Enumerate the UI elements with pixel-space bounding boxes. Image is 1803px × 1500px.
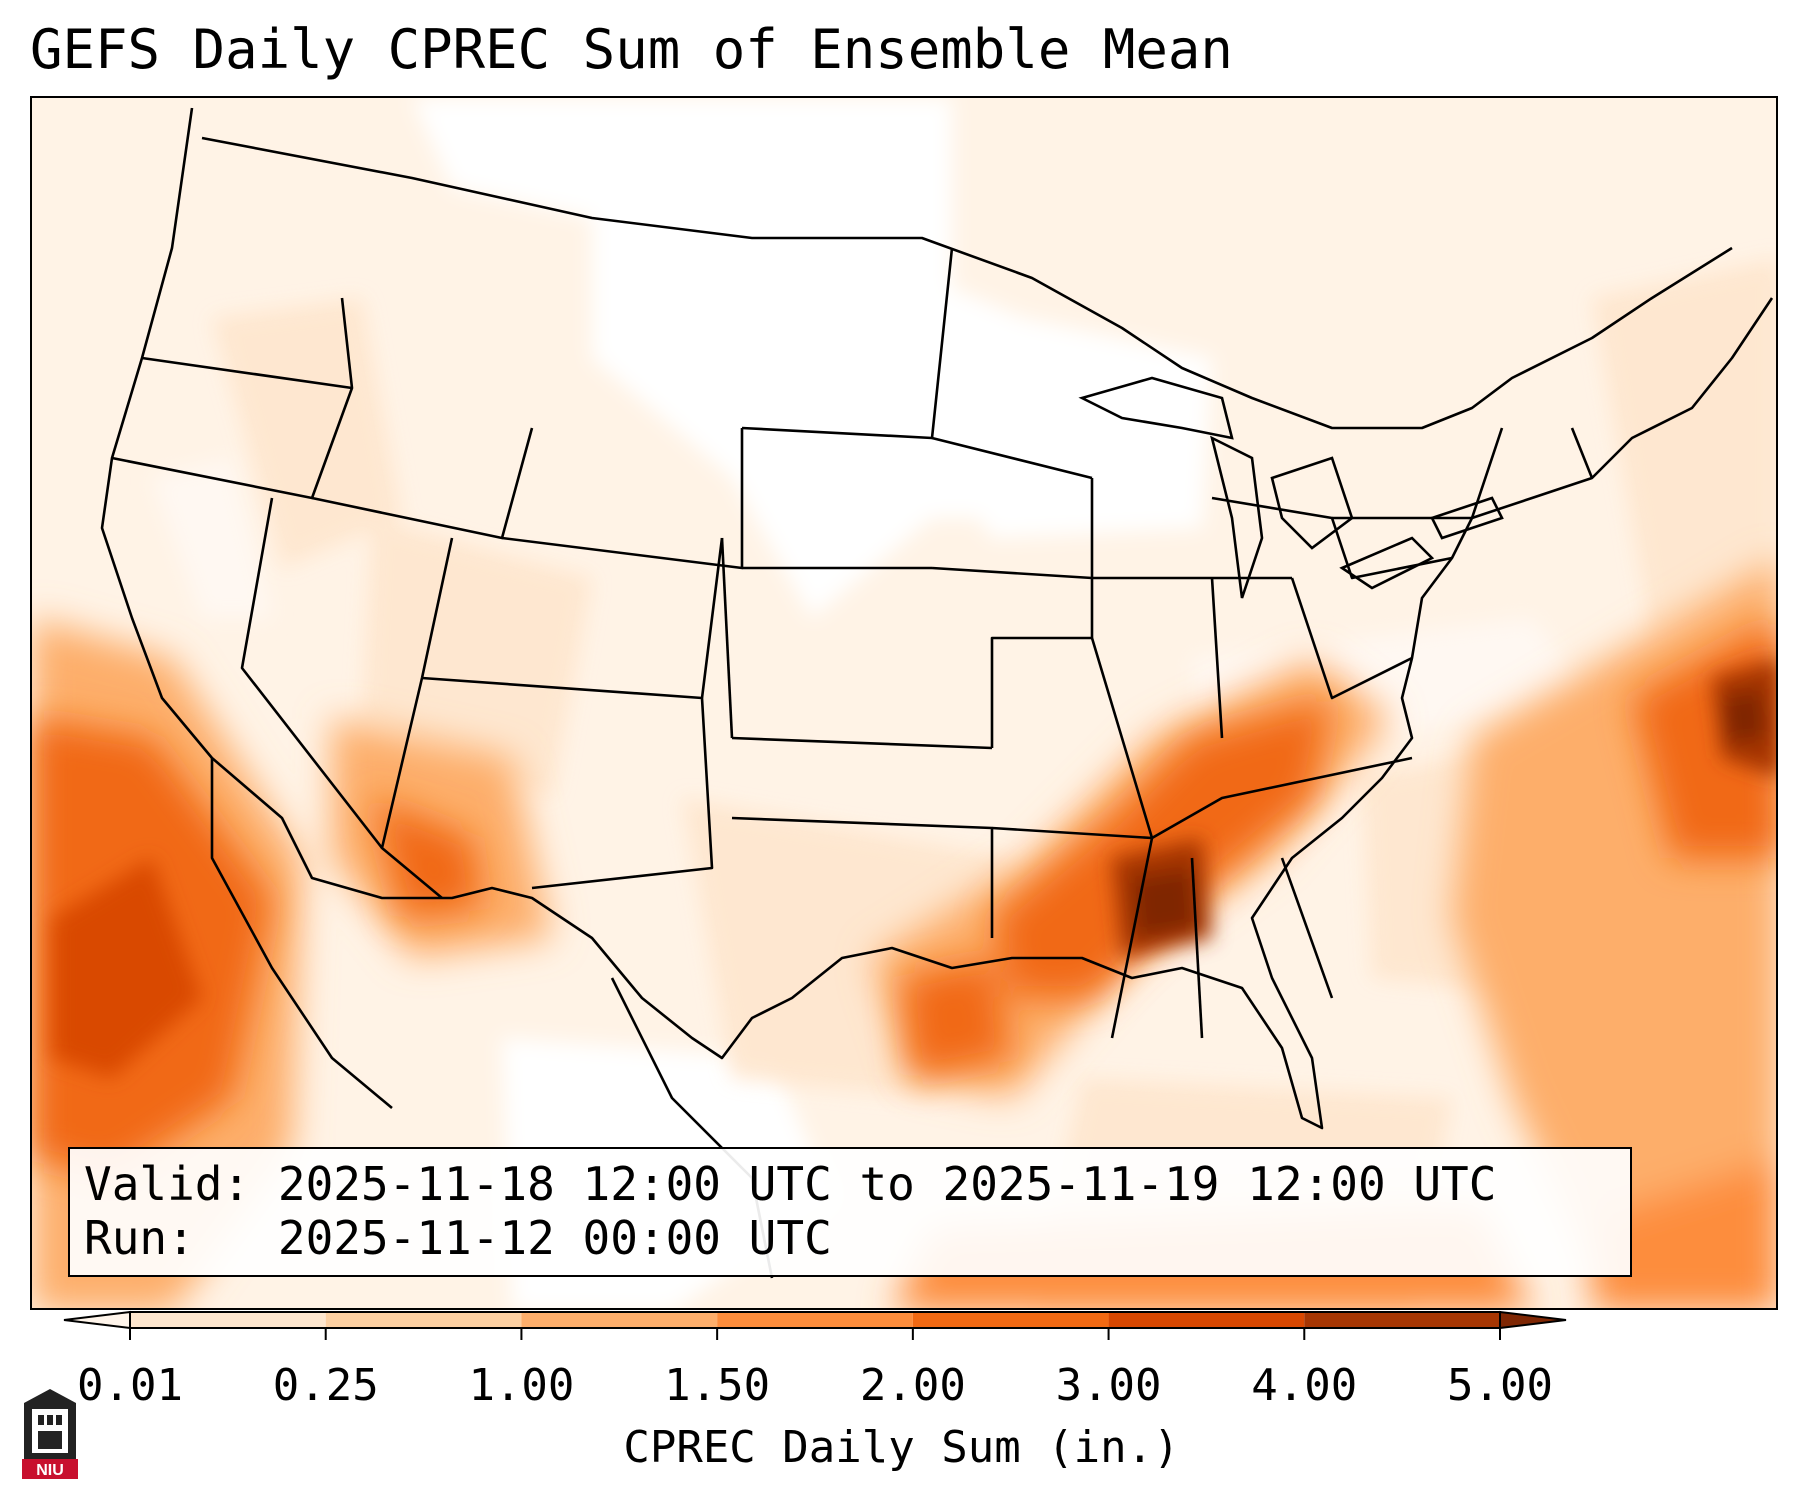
colorbar-label: CPREC Daily Sum (in.): [623, 1422, 1180, 1473]
colorbar-segment: [521, 1312, 718, 1328]
colorbar: [63, 1310, 1567, 1340]
colorbar-tick-label: 2.00: [859, 1360, 966, 1411]
university-tower-icon: NIU: [22, 1389, 78, 1479]
logo-accent: [22, 1459, 78, 1479]
colorbar-segment: [130, 1312, 326, 1328]
colorbar-segment: [717, 1312, 913, 1328]
colorbar-tick-label: 3.00: [1055, 1360, 1162, 1411]
validity-info-box: Valid: 2025-11-18 12:00 UTC to 2025-11-1…: [68, 1147, 1632, 1277]
colorbar-extend-high: [1499, 1310, 1567, 1330]
colorbar-tick-label: 5.00: [1447, 1360, 1553, 1411]
valid-line: Valid: 2025-11-18 12:00 UTC to 2025-11-1…: [84, 1157, 1616, 1211]
colorbar-segment: [1304, 1312, 1500, 1328]
colorbar-tick-label: 0.01: [77, 1360, 183, 1411]
run-value: 2025-11-12 00:00 UTC: [277, 1211, 832, 1265]
colorbar-tick-label: 1.50: [664, 1360, 771, 1411]
colorbar-outline: [129, 1311, 1501, 1329]
colorbar-extend-low: [63, 1310, 131, 1330]
run-label: Run:: [84, 1211, 195, 1265]
valid-label: Valid:: [84, 1157, 251, 1211]
page-title: GEFS Daily CPREC Sum of Ensemble Mean: [30, 18, 1233, 81]
colorbar-segment: [325, 1312, 522, 1328]
logo-text: NIU: [36, 1462, 64, 1479]
valid-value: 2025-11-18 12:00 UTC to 2025-11-19 12:00…: [277, 1157, 1497, 1211]
colorbar-tick-label: 0.25: [272, 1360, 379, 1411]
precip-map: [32, 98, 1776, 1308]
colorbar-segment: [1108, 1312, 1305, 1328]
great-lakes: [1078, 376, 1504, 599]
colorbar-segment: [912, 1312, 1109, 1328]
extreme-precip: [52, 659, 1776, 1078]
run-line: Run: 2025-11-12 00:00 UTC: [84, 1211, 1616, 1265]
state-borders: [100, 107, 1774, 1279]
colorbar-tick-label: 4.00: [1251, 1360, 1358, 1411]
map-panel: [30, 96, 1778, 1310]
colorbar-tick-label: 1.00: [468, 1360, 575, 1411]
